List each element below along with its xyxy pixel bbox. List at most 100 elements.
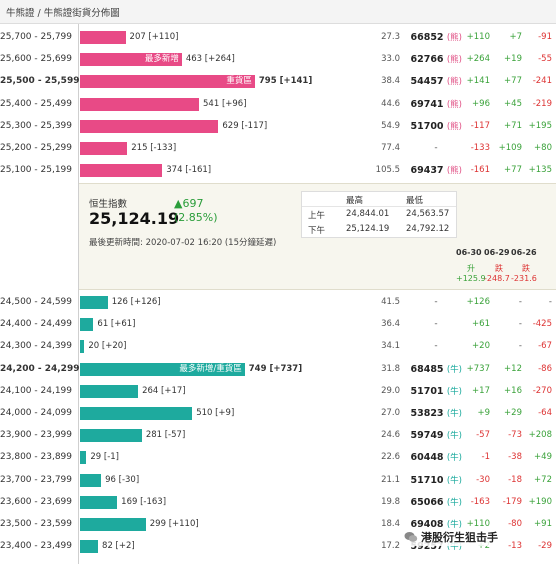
daily-change: -117 [470,120,490,131]
bull-row[interactable]: 25,600 - 25,699 最多新增 463 [+264] 33.0 62766 (… [0,49,556,71]
daily-change: - [518,319,522,330]
bear-row[interactable]: 23,500 - 23,599 299 [+110] 18.4 69408 (牛) +1… [0,514,556,536]
bear-volume-bar[interactable] [80,473,102,487]
bear-row[interactable]: 23,900 - 23,999 281 [-57] 24.6 59749 (牛) -57… [0,425,556,447]
top-warrant-code[interactable]: 60448 (牛) [410,451,462,463]
session-label: 下午 [308,226,326,236]
warrant-code[interactable]: 65066 [410,496,444,508]
daily-change: -64 [538,408,552,418]
top-warrant-code[interactable]: 51701 (牛) [410,385,462,397]
warrant-code[interactable]: 69437 [410,165,444,177]
top-warrant-code[interactable]: 51710 (牛) [410,474,462,486]
bull-row[interactable]: 25,500 - 25,599 重貨區 795 [+141] 38.4 54457 (熊… [0,71,556,93]
bear-row[interactable]: 24,500 - 24,599 126 [+126] 41.5 - +126 - - [0,292,556,314]
volume-value: 207 [+110] [129,32,179,42]
daily-change: +61 [472,319,490,330]
bar-annotation: 重貨區 [226,76,252,87]
date-header: 06-30 [456,248,482,257]
warrant-code[interactable]: 59257 [410,541,444,553]
warrant-code[interactable]: 60448 [410,452,444,464]
price-range: 24,300 - 24,399 [0,341,72,352]
bear-row[interactable]: 23,600 - 23,699 169 [-163] 19.8 65066 (牛) -1… [0,492,556,514]
bull-volume-bar[interactable] [80,31,126,44]
bear-row[interactable]: 23,400 - 23,499 82 [+2] 17.2 59257 (牛) +2 -13… [0,536,556,558]
bear-row[interactable]: 23,700 - 23,799 96 [-30] 21.1 51710 (牛) -30 -… [0,470,556,492]
warrant-code[interactable]: 62766 [410,54,444,66]
bear-volume-bar[interactable] [80,384,139,398]
top-warrant-code[interactable]: 69408 (牛) [410,518,462,530]
warrant-type: (牛) [446,497,462,508]
warrant-type: (牛) [446,520,462,530]
warrant-code[interactable]: 69741 [410,98,444,110]
warrant-code[interactable]: 59749 [410,430,444,442]
top-warrant-code[interactable]: 51700 (熊) [410,120,462,132]
bull-volume-bar[interactable] [80,75,255,89]
daily-change: +72 [534,474,552,485]
price-range: 24,200 - 24,299 [0,363,80,374]
price-range: 25,700 - 25,799 [0,32,72,42]
top-warrant-code[interactable]: 54457 (熊) [410,75,462,87]
daily-change: +2 [477,541,490,552]
top-warrant-code[interactable]: 59257 (牛) [410,540,462,552]
bear-row[interactable]: 24,100 - 24,199 264 [+17] 29.0 51701 (牛) +17… [0,381,556,403]
price-range: 24,400 - 24,499 [0,319,72,330]
top-warrant-code[interactable]: 66852 (熊) [410,31,462,43]
top-warrant-code[interactable]: 68485 (牛) [410,363,462,375]
bear-volume-bar[interactable] [80,340,85,354]
bull-volume-bar[interactable] [80,53,182,67]
ratio-value: 29.0 [381,385,400,396]
bear-volume-bar[interactable] [80,540,99,554]
price-range: 25,100 - 25,199 [0,165,72,176]
daily-change: -73 [508,430,522,441]
warrant-code[interactable]: 53823 [410,408,444,419]
top-warrant-code[interactable]: 53823 (牛) [410,407,462,419]
bull-row[interactable]: 25,700 - 25,799 207 [+110] 27.3 66852 (熊) +1… [0,27,556,49]
bull-volume-bar[interactable] [80,97,200,111]
bear-volume-bar[interactable] [80,296,108,309]
bear-volume-bar[interactable] [80,429,142,443]
warrant-code[interactable]: 69408 [410,519,444,530]
top-warrant-code[interactable]: 69437 (熊) [410,164,462,176]
daily-change: -57 [476,430,490,441]
warrant-code[interactable]: 51710 [410,474,444,486]
daily-change: - [518,341,522,352]
top-warrant-code[interactable]: 69741 (熊) [410,98,462,110]
index-name: 恒生指數 [89,199,128,210]
bull-row[interactable]: 25,400 - 25,499 541 [+96] 44.6 69741 (熊) +96… [0,94,556,116]
top-warrant-code[interactable]: 65066 (牛) [410,496,462,508]
bull-row[interactable]: 25,200 - 25,299 215 [-133] 77.4 - -133 +109 +8… [0,138,556,160]
ratio-value: 77.4 [381,143,400,153]
warrant-code[interactable]: 68485 [410,363,444,375]
bull-volume-bar[interactable] [80,142,128,155]
price-range: 25,600 - 25,699 [0,54,72,65]
daily-change: -270 [532,385,552,396]
warrant-code[interactable]: 51701 [410,385,444,397]
index-move-tag: 跌 [522,264,530,273]
bull-volume-bar[interactable] [80,164,163,178]
warrant-code[interactable]: 66852 [410,32,444,43]
high-low-row-am: 上午 24,844.01 24,563.57 [302,207,456,222]
bear-volume-bar[interactable] [80,518,146,531]
bear-row[interactable]: 24,200 - 24,299 最多新增/重貨區 749 [+737] 31.8 684… [0,359,556,381]
warrant-code[interactable]: 51700 [410,120,444,132]
bear-volume-bar[interactable] [80,407,193,420]
warrant-type: (熊) [446,121,462,132]
price-range: 24,500 - 24,599 [0,297,72,307]
top-warrant-code[interactable]: 59749 (牛) [410,429,462,441]
warrant-type: (熊) [446,55,462,66]
bull-row[interactable]: 25,300 - 25,399 629 [-117] 54.9 51700 (熊) -1… [0,116,556,138]
bull-row[interactable]: 25,100 - 25,199 374 [-161] 105.5 69437 (熊) -… [0,160,556,182]
bear-row[interactable]: 24,400 - 24,499 61 [+61] 36.4- +61- -425 [0,314,556,336]
hl-header-high: 最高 [346,196,364,206]
warrant-code[interactable]: 54457 [410,76,444,88]
bear-volume-bar[interactable] [80,495,118,509]
bear-volume-bar[interactable] [80,318,94,332]
ratio-value: 34.1 [381,341,400,352]
bear-row[interactable]: 23,800 - 23,899 29 [-1] 22.6 60448 (牛) -1 -38… [0,447,556,469]
bear-row[interactable]: 24,000 - 24,099 510 [+9] 27.0 53823 (牛) +9 +2… [0,403,556,425]
bear-volume-bar[interactable] [80,362,245,376]
bear-volume-bar[interactable] [80,451,87,465]
bull-volume-bar[interactable] [80,119,219,133]
bear-row[interactable]: 24,300 - 24,399 20 [+20] 34.1 - +20 - -67 [0,336,556,358]
top-warrant-code[interactable]: 62766 (熊) [410,53,462,65]
